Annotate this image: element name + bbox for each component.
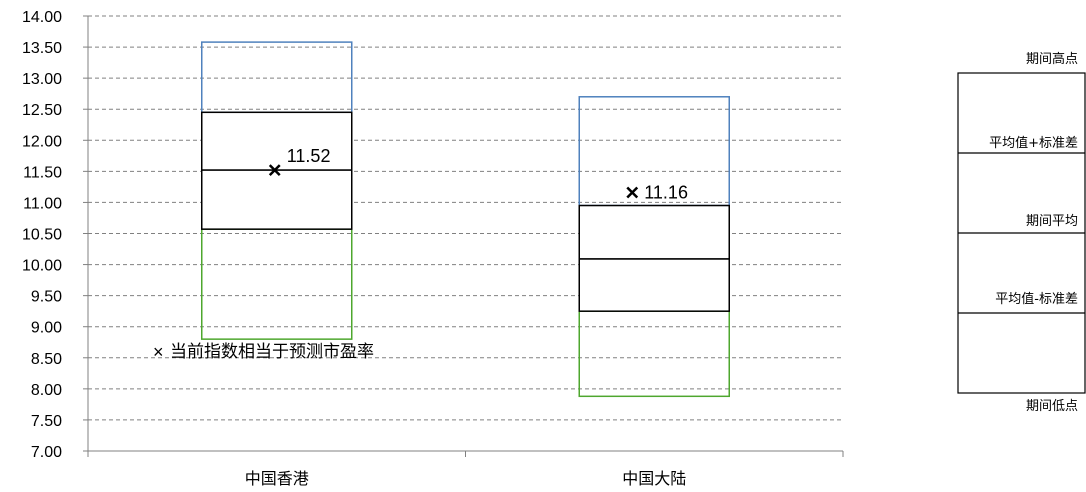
y-tick-label: 8.50 (31, 351, 62, 368)
box-upper (201, 41, 353, 114)
y-tick-label: 9.50 (31, 289, 62, 306)
annotation-marker: × (153, 342, 164, 362)
y-axis: 14.00 13.50 13.00 12.50 12.00 11.50 11.00 10.50… (22, 9, 89, 461)
legend-mean: 期间平均 (1026, 214, 1078, 229)
y-tick-label: 13.50 (22, 40, 62, 57)
box-mid-upper (201, 111, 353, 171)
y-tick-label: 10.00 (22, 258, 62, 275)
annotation: × 当前指数相当于预测市盈率 (153, 342, 374, 362)
current-value-label: 11.52 (287, 146, 331, 166)
y-tick-label: 12.00 (22, 133, 62, 150)
y-tick-label: 7.00 (31, 444, 62, 461)
y-tick-label: 7.50 (31, 413, 62, 430)
y-tick-label: 10.50 (22, 227, 62, 244)
category-label: 中国大陆 (622, 469, 686, 488)
annotation-text: 当前指数相当于预测市盈率 (170, 342, 374, 362)
box-lower (201, 228, 353, 340)
y-tick-label: 12.50 (22, 102, 62, 119)
legend-mean-minus-sd: 平均值-标准差 (995, 291, 1078, 307)
category-label: 中国香港 (245, 469, 309, 488)
y-tick-label: 8.00 (31, 382, 62, 399)
y-tick-label: 11.00 (23, 195, 62, 212)
y-tick-label: 13.00 (22, 71, 62, 88)
current-marker (268, 164, 281, 176)
legend-low: 期间低点 (1026, 399, 1078, 414)
legend: 期间高点 平均值+标准差 期间平均 平均值-标准差 期间低点 (957, 51, 1086, 414)
y-tick-label: 9.00 (31, 320, 62, 337)
box-series (201, 41, 730, 398)
box-mid-lower (201, 169, 353, 230)
y-tick-label: 11.50 (23, 164, 62, 181)
y-tick-label: 14.00 (22, 9, 62, 26)
legend-mean-plus-sd: 平均值+标准差 (989, 135, 1078, 151)
box-lower (578, 310, 730, 398)
x-axis: 中国香港 中国大陆 (87, 450, 844, 488)
current-marker (626, 186, 639, 199)
current-value-label: 11.16 (644, 182, 688, 202)
current-markers: 11.52 11.16 (268, 146, 688, 202)
box-mid-upper (578, 204, 730, 260)
box-mid-lower (578, 258, 730, 312)
legend-high: 期间高点 (1026, 51, 1078, 67)
